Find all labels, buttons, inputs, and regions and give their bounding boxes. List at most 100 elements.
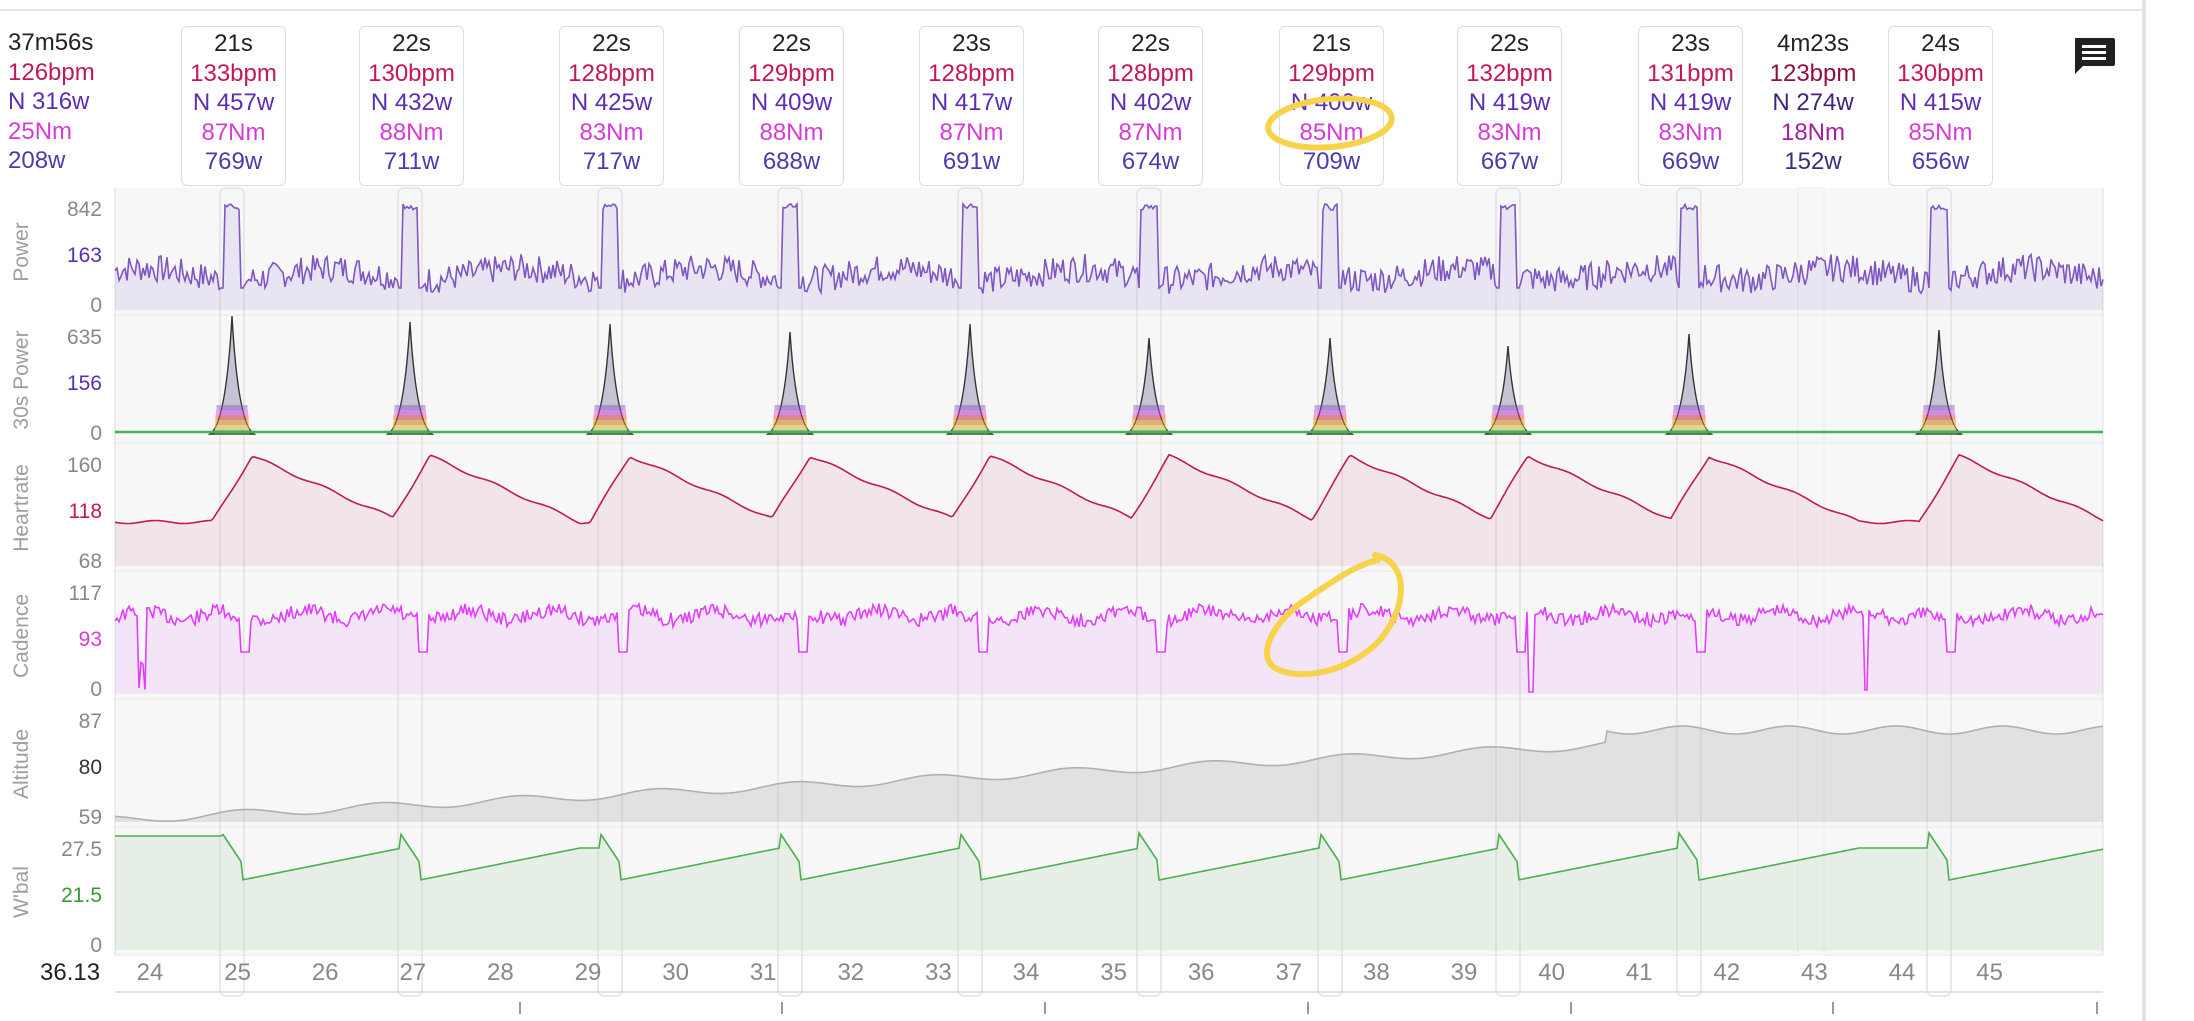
power-zone-band [1923,410,1955,415]
power-zone-band [1673,410,1705,415]
interval-average-power: 711w [383,148,440,176]
power-zone-band [1921,425,1957,430]
interval-normalized-power: N 419w [1468,89,1551,117]
y-tick-label: 0 [90,934,102,957]
x-tick-label: 36 [1187,959,1215,986]
interval-torque: 83Nm [1477,118,1542,146]
interval-normalized-power: N 417w [930,89,1013,117]
interval-normalized-power: N 409w [750,89,833,117]
x-tick-label: 27 [399,959,427,986]
y-tick-label: 0 [90,422,102,445]
heartrate-series-area [115,454,2103,566]
cadence-series-area [115,603,2103,694]
interval-card[interactable]: 22s 128bpm N 402w 87Nm 674w [1098,26,1203,186]
y-tick-label: 635 [66,326,102,349]
interval-band [397,187,423,997]
interval-average-power: 769w [204,148,263,176]
summary-average-power: 208w [8,147,66,175]
interval-card[interactable]: 23s 128bpm N 417w 87Nm 691w [919,26,1024,186]
power-zone-band [593,415,627,420]
ride-summary: 37m56s 126bpm N 316w 25Nm 208w [8,28,113,176]
x-tick-label: 33 [925,959,952,986]
30s-power-peak [1124,337,1174,435]
x-tick-label: 43 [1801,959,1828,986]
interval-torque: 88Nm [759,118,824,146]
interval-average-power: 667w [1480,148,1539,176]
power-zone-band [216,405,248,410]
altitude-series-area [115,726,2103,822]
interval-card[interactable]: 22s 129bpm N 409w 88Nm 688w [739,26,844,186]
interval-card[interactable]: 4m23s 123bpm N 274w 18Nm 152w [1758,26,1868,186]
summary-torque: 25Nm [8,117,73,145]
power-zone-band [1491,420,1525,425]
interval-normalized-power: N 402w [1109,89,1192,117]
interval-heartrate: 129bpm [1288,59,1375,87]
interval-duration: 22s [392,30,431,57]
power-zone-band [593,420,627,425]
power-zone-band [594,410,626,415]
x-tick-label: 31 [749,959,777,986]
panel-background [115,188,2103,314]
interval-band [219,187,245,997]
power-zone-band [1923,405,1955,410]
y-tick-label: 87 [78,710,102,733]
summary-duration: 37m56s [8,29,94,56]
cadence-series-line [114,601,2104,693]
y-tick-label: 80 [78,756,102,779]
y-tick-label: 156 [66,372,102,395]
interval-torque: 83Nm [1658,118,1723,146]
y-tick-label: 0 [90,294,102,317]
30s-power-peak [585,323,635,435]
interval-card[interactable]: 22s 132bpm N 419w 83Nm 667w [1457,26,1562,186]
power-zone-band [1922,415,1956,420]
heartrate-series-line [114,453,2104,525]
y-tick-label: 21.5 [61,884,102,907]
scrollbar-track[interactable] [2142,0,2146,1021]
annotation-scribble [1263,552,1404,678]
panel-background [115,828,2103,954]
interval-card[interactable]: 22s 130bpm N 432w 88Nm 711w [359,26,464,186]
interval-duration: 22s [1490,30,1529,57]
power-zone-band [1132,415,1166,420]
power-zone-band [1314,405,1346,410]
interval-average-power: 688w [762,148,821,176]
x-tick-label: 42 [1713,959,1741,986]
power-zone-band [393,420,427,425]
interval-card[interactable]: 23s 131bpm N 419w 83Nm 669w [1638,26,1743,186]
power-zone-band [1133,405,1165,410]
power-zone-band [1131,425,1167,430]
y-tick-label: 118 [68,500,102,523]
interval-duration: 23s [952,30,991,57]
y-tick-label: 163 [66,244,102,267]
power-zone-band [1491,415,1525,420]
interval-heartrate: 132bpm [1466,59,1553,87]
interval-band [1676,187,1702,997]
interval-card[interactable]: 24s 130bpm N 415w 85Nm 656w [1888,26,1993,186]
interval-heartrate: 129bpm [748,59,835,87]
x-tick-label: 26 [311,959,339,986]
interval-normalized-power: N 419w [1649,89,1732,117]
y-tick-label: 27.5 [61,838,102,861]
x-tick-label: 25 [224,959,251,986]
interval-card[interactable]: 21s 133bpm N 457w 87Nm 769w [181,26,286,186]
chat-bubble-icon[interactable] [2071,36,2117,76]
interval-band [1136,187,1162,997]
interval-heartrate: 123bpm [1769,59,1857,87]
interval-normalized-power: N 432w [370,89,453,117]
interval-card[interactable]: 22s 128bpm N 425w 83Nm 717w [559,26,664,186]
interval-heartrate: 130bpm [1897,59,1984,87]
interval-band [1926,187,1952,997]
30s-power-peak [385,321,435,435]
y-tick-label: 842 [66,198,102,221]
x-tick-label: 37 [1275,959,1303,986]
x-tick-label: 39 [1450,959,1478,986]
power-zone-band [1314,410,1346,415]
interval-heartrate: 131bpm [1647,59,1734,87]
interval-duration: 21s [214,30,253,57]
x-tick-label: 41 [1625,959,1653,986]
power-zone-band [592,425,628,430]
interval-duration: 23s [1671,30,1710,57]
power-zone-band [1922,420,1956,425]
